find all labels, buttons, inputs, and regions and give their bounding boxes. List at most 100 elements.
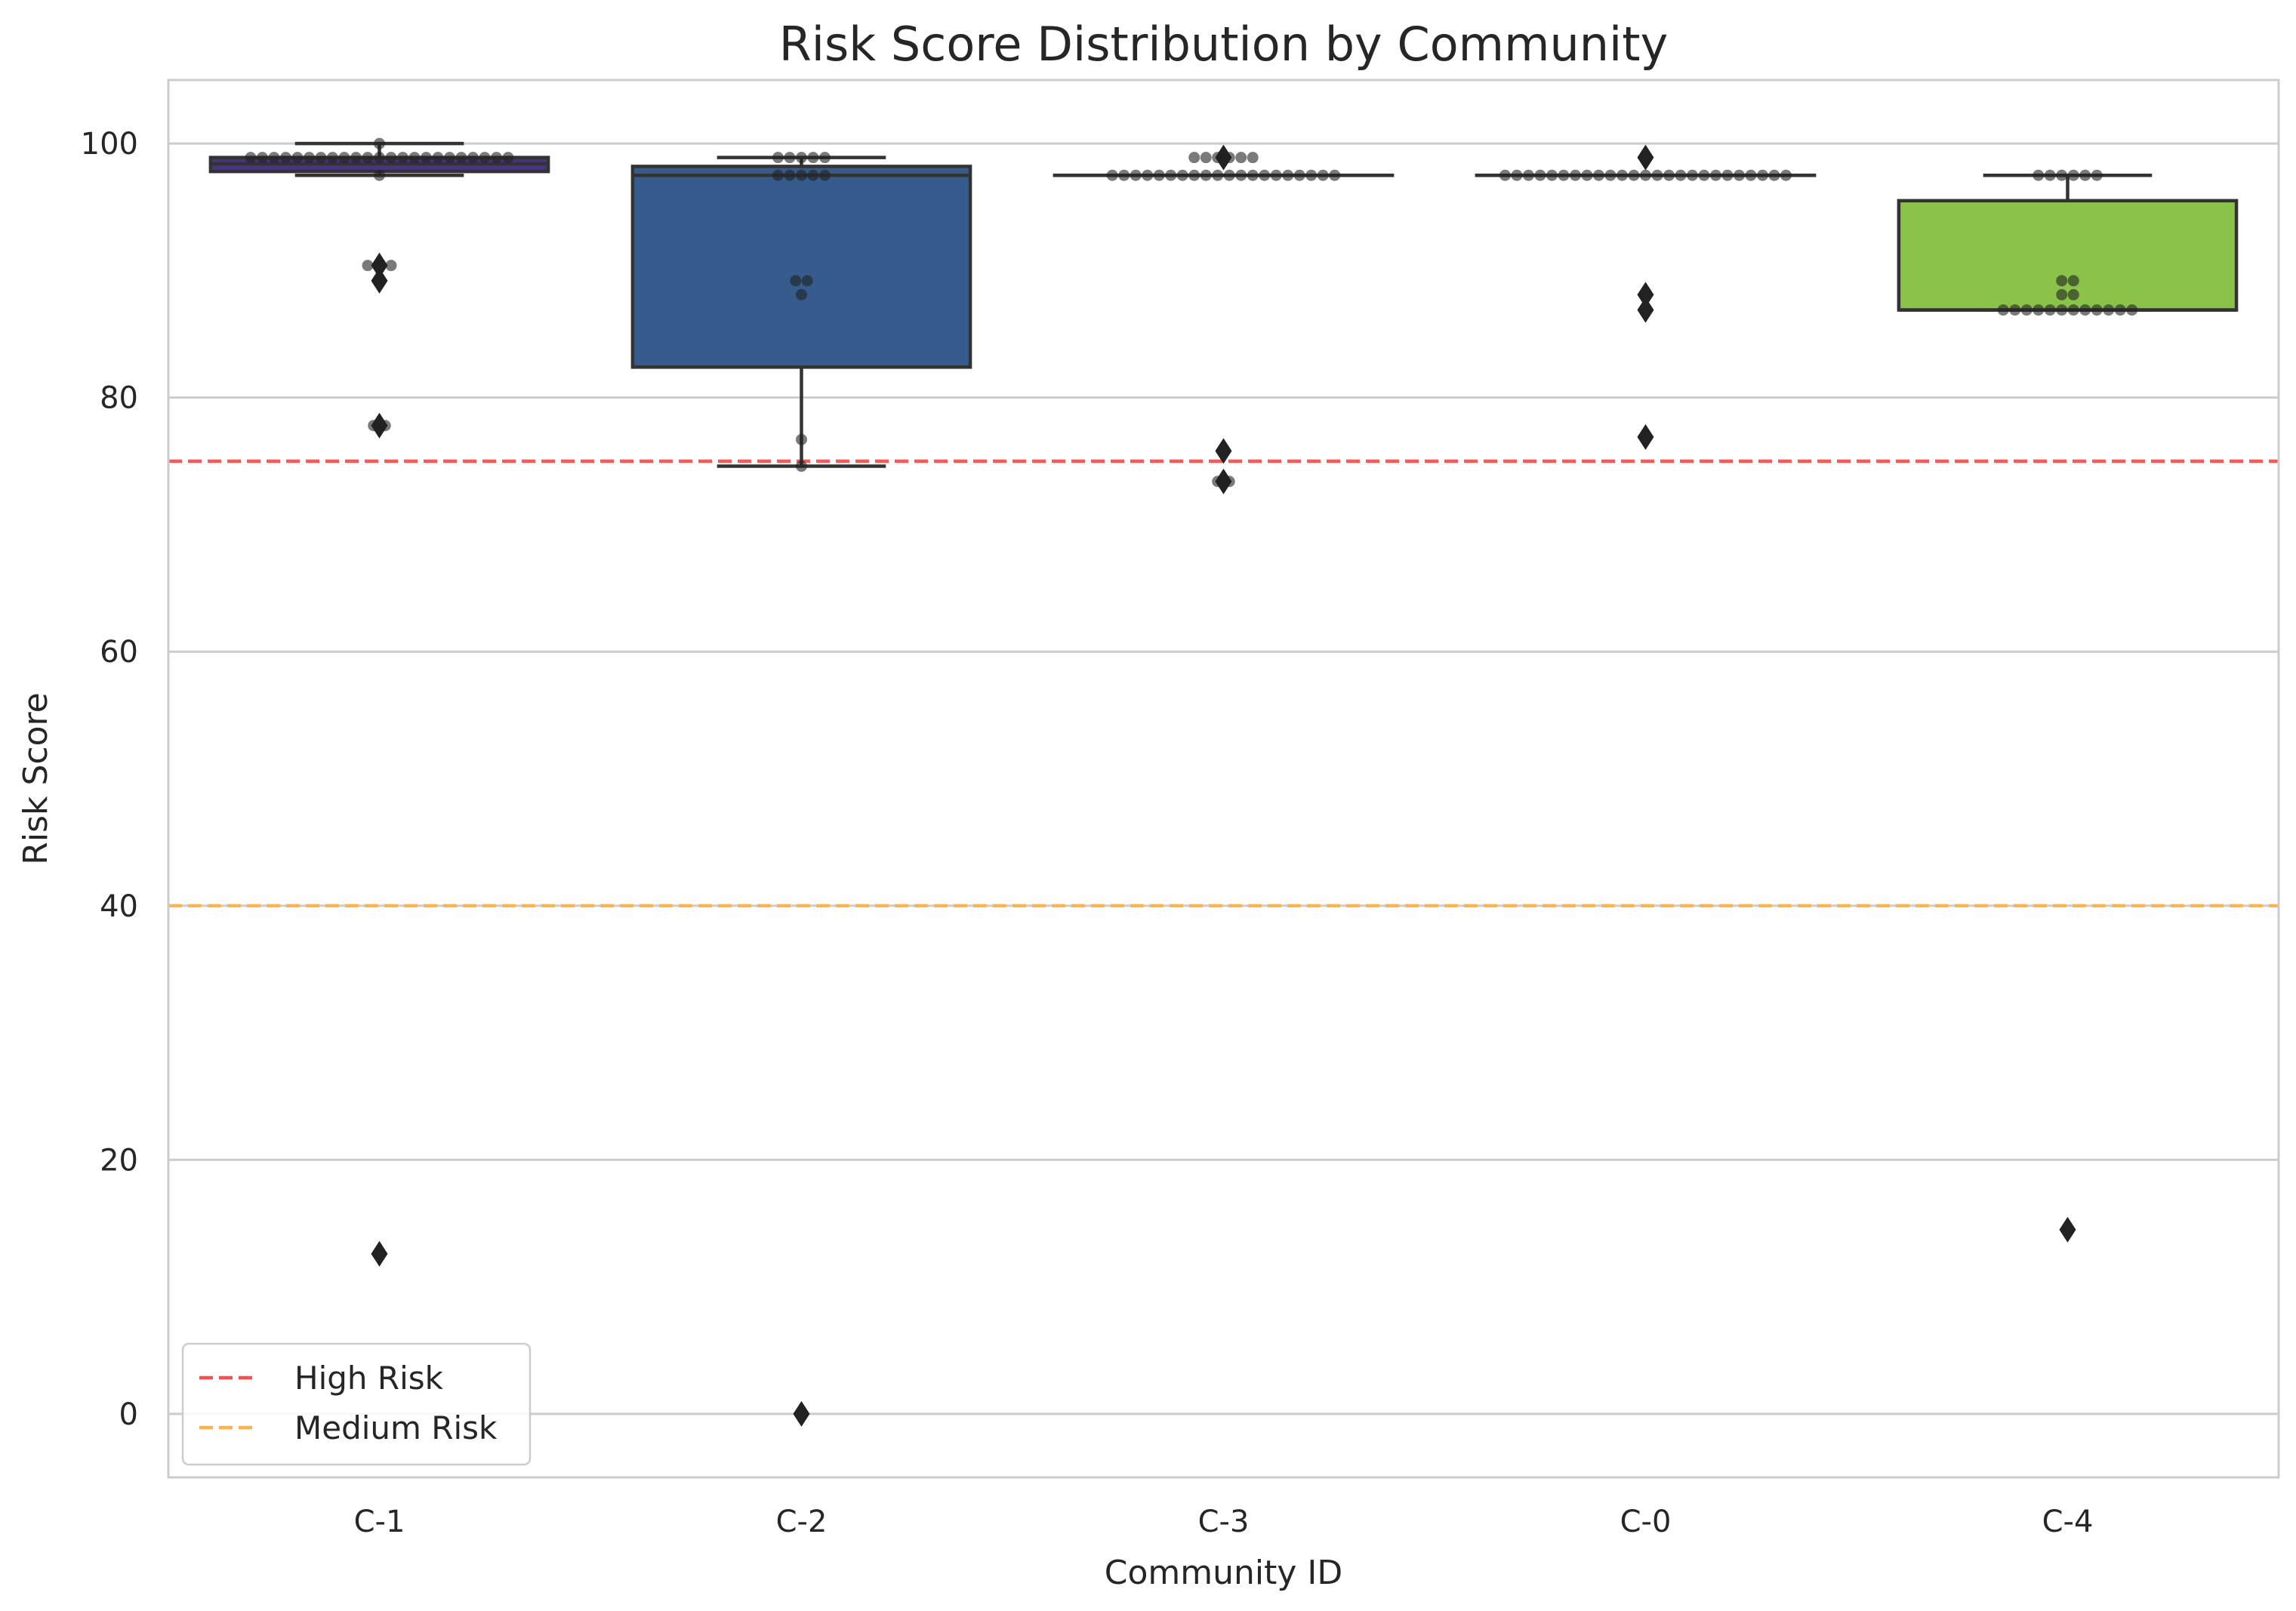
swarm-point bbox=[1200, 152, 1212, 164]
swarm-point bbox=[280, 152, 291, 164]
swarm-point bbox=[374, 137, 385, 149]
box-C-2 bbox=[630, 165, 972, 369]
outlier-marker bbox=[1215, 438, 1232, 464]
swarm-point bbox=[819, 169, 831, 181]
swarm-point bbox=[807, 152, 819, 164]
swarm-point bbox=[2009, 304, 2021, 316]
y-tick-label: 80 bbox=[100, 381, 138, 416]
swarm-point bbox=[2091, 304, 2103, 316]
swarm-point bbox=[1188, 152, 1200, 164]
swarm-point bbox=[1223, 152, 1235, 164]
swarm-point bbox=[1153, 169, 1165, 181]
swarm-point bbox=[421, 152, 432, 164]
swarm-point bbox=[1212, 476, 1224, 488]
swarm-point bbox=[1757, 169, 1768, 181]
outlier-marker bbox=[1215, 468, 1232, 494]
swarm-point bbox=[245, 152, 257, 164]
swarm-point bbox=[1188, 169, 1200, 181]
swarm-point bbox=[1604, 169, 1616, 181]
swarm-point bbox=[385, 152, 397, 164]
swarm-point bbox=[772, 152, 784, 164]
swarm-point bbox=[2032, 304, 2045, 316]
outlier-marker bbox=[1637, 297, 1654, 323]
swarm-point bbox=[819, 152, 831, 164]
tick-labels: 0 20 40 60 80 100 C-1 C-2 C-3 C-0 C-4 bbox=[81, 127, 2094, 1539]
swarm-point bbox=[1235, 169, 1247, 181]
outlier-marker bbox=[1637, 424, 1654, 450]
swarm-point bbox=[327, 152, 338, 164]
swarm-point bbox=[1523, 169, 1534, 181]
y-tick-label: 100 bbox=[81, 127, 138, 162]
legend-label: High Risk bbox=[294, 1360, 444, 1397]
swarm-point bbox=[2103, 304, 2115, 316]
swarm-point bbox=[2067, 288, 2079, 300]
swarm-point bbox=[1282, 169, 1294, 181]
x-tick-label: C-2 bbox=[776, 1505, 827, 1539]
reference-lines bbox=[168, 459, 2279, 908]
y-tick-label: 0 bbox=[119, 1397, 138, 1432]
swarm-point bbox=[1223, 169, 1235, 181]
swarm-point bbox=[1142, 169, 1154, 181]
swarm-point bbox=[1734, 169, 1745, 181]
swarm-point bbox=[784, 169, 796, 181]
swarm-point bbox=[784, 152, 796, 164]
swarm-point bbox=[1593, 169, 1604, 181]
swarm-point bbox=[362, 260, 374, 272]
swarm-point bbox=[444, 152, 455, 164]
swarm-point bbox=[796, 169, 807, 181]
swarm-point bbox=[1628, 169, 1640, 181]
swarm-layer bbox=[245, 137, 2138, 488]
outlier-marker bbox=[1637, 144, 1654, 171]
swarm-point bbox=[1710, 169, 1721, 181]
swarm-point bbox=[1499, 169, 1511, 181]
swarm-point bbox=[1534, 169, 1546, 181]
swarm-point bbox=[2114, 304, 2126, 316]
swarm-point bbox=[374, 275, 385, 287]
outlier-marker bbox=[371, 1240, 388, 1267]
swarm-point bbox=[1651, 169, 1663, 181]
swarm-point bbox=[385, 260, 397, 272]
swarm-point bbox=[2079, 304, 2091, 316]
swarm-point bbox=[1130, 169, 1142, 181]
swarm-point bbox=[397, 152, 408, 164]
swarm-point bbox=[1223, 476, 1235, 488]
swarm-point bbox=[1293, 169, 1305, 181]
swarm-point bbox=[1687, 169, 1698, 181]
box-C-4 bbox=[1897, 199, 2239, 312]
swarm-point bbox=[455, 152, 467, 164]
swarm-point bbox=[1780, 169, 1792, 181]
y-tick-label: 40 bbox=[100, 889, 138, 924]
swarm-point bbox=[1212, 169, 1224, 181]
swarm-point bbox=[2044, 169, 2056, 181]
legend-label: Medium Risk bbox=[294, 1409, 498, 1446]
swarm-point bbox=[2056, 304, 2068, 316]
swarm-point bbox=[2067, 275, 2079, 287]
outlier-marker bbox=[1637, 282, 1654, 308]
swarm-point bbox=[502, 152, 514, 164]
y-axis-title: Risk Score bbox=[17, 692, 55, 864]
swarm-point bbox=[1176, 169, 1188, 181]
swarm-point bbox=[1106, 169, 1118, 181]
swarm-point bbox=[1118, 169, 1130, 181]
swarm-point bbox=[1317, 169, 1329, 181]
swarm-point bbox=[796, 433, 807, 445]
swarm-point bbox=[368, 420, 380, 432]
swarm-point bbox=[1259, 169, 1271, 181]
swarm-point bbox=[2056, 169, 2068, 181]
swarm-point bbox=[374, 169, 385, 181]
swarm-point bbox=[479, 152, 491, 164]
swarm-point bbox=[1305, 169, 1318, 181]
swarm-point bbox=[257, 152, 268, 164]
swarm-point bbox=[807, 169, 819, 181]
swarm-point bbox=[1570, 169, 1581, 181]
swarm-point bbox=[338, 152, 350, 164]
swarm-point bbox=[1235, 152, 1247, 164]
swarm-point bbox=[1675, 169, 1687, 181]
swarm-point bbox=[408, 152, 421, 164]
swarm-point bbox=[1247, 169, 1259, 181]
swarm-point bbox=[801, 275, 813, 287]
swarm-point bbox=[2056, 288, 2068, 300]
swarm-point bbox=[2056, 275, 2068, 287]
box-layer bbox=[208, 141, 2239, 1427]
